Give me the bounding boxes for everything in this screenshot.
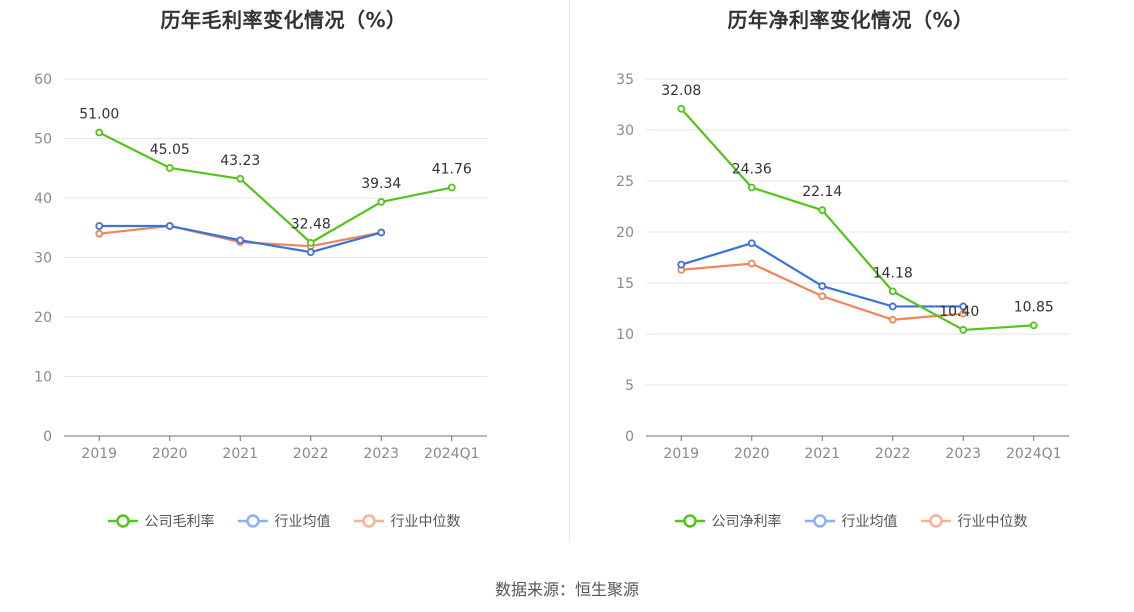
legend-label: 行业均值 [274, 514, 331, 530]
source-note: 数据来源：恒生聚源 [494, 580, 639, 599]
data-point[interactable] [95, 229, 104, 238]
chart-title: 历年净利率变化情况（%） [727, 8, 974, 32]
x-tick-label: 2020 [152, 446, 188, 462]
x-tick-label: 2021 [804, 446, 840, 462]
x-tick-label: 2023 [363, 446, 399, 462]
data-point[interactable] [377, 228, 386, 237]
series-line [680, 108, 1034, 332]
legend-label: 行业均值 [841, 514, 898, 530]
data-point[interactable] [165, 164, 174, 172]
y-tick-label: 30 [616, 123, 634, 139]
y-tick-label: 50 [34, 132, 52, 148]
data-label: 24.36 [732, 162, 772, 178]
data-label: 51.00 [79, 107, 119, 123]
legend-label: 行业中位数 [390, 514, 461, 530]
gross-margin-panel: 历年毛利率变化情况（%） 0 10 20 30 40 50 60 2019 2020 2021 20… [0, 0, 567, 560]
legend-marker-icon [804, 514, 835, 528]
data-label: 39.34 [361, 176, 401, 192]
data-point[interactable] [959, 326, 968, 334]
data-point[interactable] [95, 222, 104, 230]
net-margin-panel: 历年净利率变化情况（%） 0 5 10 15 20 25 30 35 2019 2020 2021 2… [567, 0, 1134, 560]
y-tick-label: 40 [34, 191, 52, 207]
data-label: 10.40 [939, 304, 979, 320]
data-label: 10.85 [1014, 299, 1054, 315]
chart-legend: 公司毛利率 行业均值 行业中位数 [0, 511, 567, 531]
data-label: 22.14 [802, 184, 842, 200]
x-tick-label: 2024Q1 [424, 446, 480, 462]
legend-label: 公司净利率 [711, 514, 782, 530]
x-tick-label: 2020 [734, 446, 770, 462]
x-tick-label: 2021 [222, 446, 258, 462]
series-line [98, 131, 452, 244]
legend-item[interactable]: 公司毛利率 [107, 511, 215, 531]
y-tick-label: 25 [616, 174, 634, 190]
x-tick-label: 2019 [81, 446, 117, 462]
panel-divider [569, 0, 570, 542]
legend-item[interactable]: 行业中位数 [920, 511, 1028, 531]
y-tick-label: 20 [34, 310, 52, 326]
data-point[interactable] [959, 309, 968, 318]
legend-item[interactable]: 行业中位数 [353, 511, 461, 531]
legend-label: 公司毛利率 [144, 514, 215, 530]
legend-marker-icon [107, 514, 138, 528]
data-point[interactable] [818, 282, 827, 290]
legend-marker-icon [674, 514, 705, 528]
data-point[interactable] [888, 302, 897, 311]
x-tick-label: 2022 [875, 446, 911, 462]
data-point[interactable] [95, 128, 104, 137]
data-point[interactable] [306, 238, 315, 247]
data-point[interactable] [1029, 321, 1038, 330]
data-point[interactable] [818, 206, 827, 215]
legend-marker-icon [920, 514, 951, 528]
y-tick-label: 60 [34, 72, 52, 88]
data-point[interactable] [747, 239, 756, 248]
series-line [681, 262, 964, 321]
x-tick-label: 2023 [945, 446, 981, 462]
chart-title: 历年毛利率变化情况（%） [160, 8, 407, 32]
data-point[interactable] [888, 287, 897, 296]
data-point[interactable] [888, 315, 897, 324]
x-tick-label: 2019 [663, 446, 699, 462]
y-tick-label: 10 [616, 327, 634, 343]
legend-label: 行业中位数 [957, 514, 1028, 530]
x-tick-label: 2022 [293, 446, 329, 462]
net-margin-chart: 0 5 10 15 20 25 30 35 2019 2020 2021 2022 2023 2024Q1… [616, 72, 1069, 462]
y-tick-label: 15 [616, 276, 634, 292]
data-label: 45.05 [150, 142, 190, 158]
legend-marker-icon [237, 514, 268, 528]
data-point[interactable] [818, 292, 827, 301]
legend-item[interactable]: 行业均值 [804, 511, 898, 531]
data-point[interactable] [747, 259, 756, 268]
data-point[interactable] [959, 302, 968, 311]
data-point[interactable] [236, 174, 245, 183]
data-point[interactable] [747, 183, 756, 192]
y-tick-label: 20 [616, 225, 634, 241]
data-point[interactable] [447, 183, 456, 192]
data-label: 43.23 [220, 153, 260, 169]
x-tick-label: 2024Q1 [1006, 446, 1062, 462]
legend-item[interactable]: 公司净利率 [674, 511, 782, 531]
data-label: 41.76 [432, 162, 472, 178]
data-point[interactable] [236, 236, 245, 245]
y-tick-label: 0 [625, 429, 634, 445]
data-point[interactable] [677, 260, 686, 269]
data-point[interactable] [306, 248, 315, 257]
data-point[interactable] [677, 104, 686, 113]
data-label: 32.08 [661, 83, 701, 99]
gross-margin-chart: 0 10 20 30 40 50 60 2019 2020 2021 2022 2023 2024Q1 5… [34, 72, 487, 462]
y-tick-label: 5 [625, 378, 634, 394]
legend-item[interactable]: 行业均值 [237, 511, 331, 531]
data-point[interactable] [377, 198, 386, 206]
y-tick-label: 35 [616, 72, 634, 88]
chart-legend: 公司净利率 行业均值 行业中位数 [567, 511, 1134, 531]
y-tick-label: 10 [34, 370, 52, 386]
data-label: 14.18 [873, 265, 913, 281]
y-tick-label: 0 [43, 429, 52, 445]
data-label: 32.48 [291, 217, 331, 233]
y-tick-label: 30 [34, 251, 52, 267]
data-point[interactable] [165, 222, 174, 230]
legend-marker-icon [353, 514, 384, 528]
